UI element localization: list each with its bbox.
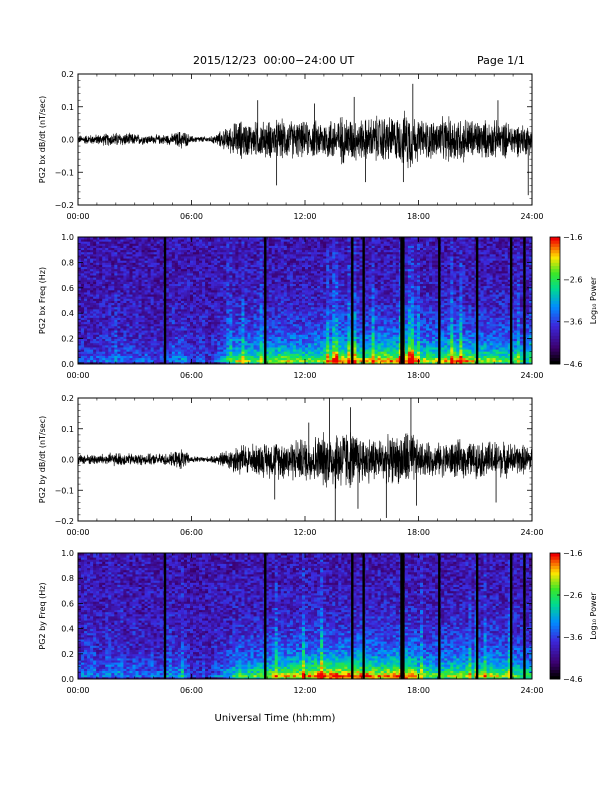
spectrogram-panel-2: 00:00 06:00 12:00 18:00 24:000.00.20.40.60.8… <box>38 233 598 380</box>
x-tick-label: 18:00 <box>407 212 430 221</box>
dbdt-panel-1: 00:00 06:00 12:00 18:00 24:00 −0.2 −0.1 0.0 0.1 0… <box>38 70 544 221</box>
x-tick-label: 12:00 <box>293 212 316 221</box>
y-tick-label: 0.1 <box>61 103 74 112</box>
y-tick-label: −0.2 <box>55 201 74 210</box>
x-tick-label: 06:00 <box>180 212 203 221</box>
x-tick-label: 24:00 <box>520 212 543 221</box>
y-axis-label: PG2 bx dB/dt (nT/sec) <box>38 96 47 183</box>
x-tick-label: 00:00 <box>66 212 89 221</box>
y-tick-label: 0.0 <box>61 136 74 145</box>
y-tick-label: 0.2 <box>61 70 74 79</box>
y-tick-label: −0.1 <box>55 168 74 177</box>
